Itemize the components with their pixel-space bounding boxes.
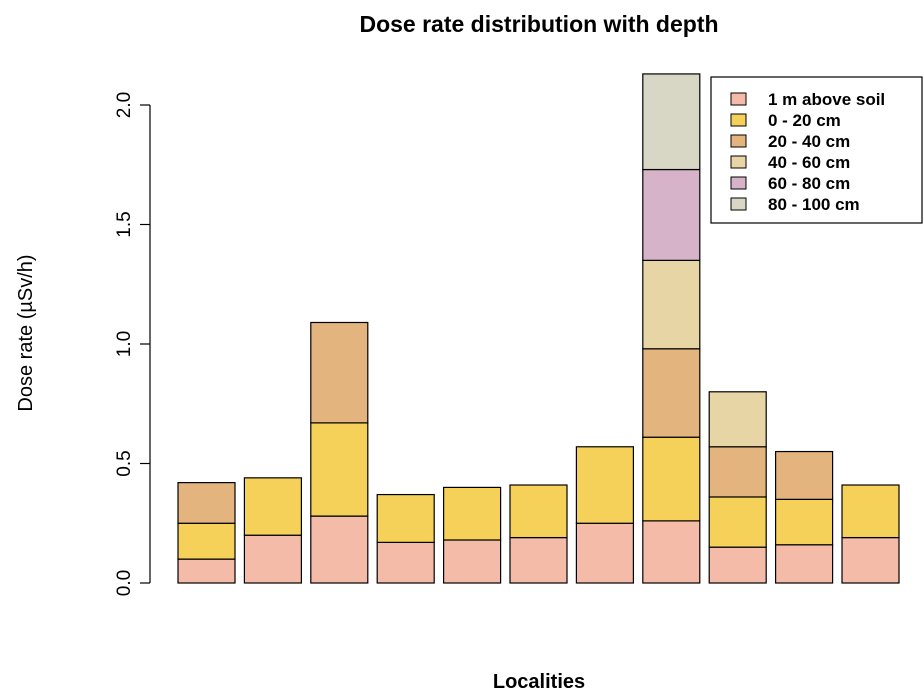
bar-segment bbox=[642, 73, 701, 171]
bar-segment bbox=[177, 522, 236, 560]
bar-segment bbox=[376, 541, 435, 584]
bar-segment bbox=[642, 520, 701, 584]
bar-segment bbox=[708, 546, 767, 584]
y-axis-label: Dose rate (µSv/h) bbox=[15, 254, 37, 411]
legend-label: 0 - 20 cm bbox=[768, 111, 841, 130]
y-tick-label: 1.0 bbox=[114, 331, 135, 357]
bar-segment bbox=[243, 477, 302, 536]
legend-swatch bbox=[730, 92, 747, 106]
legend-swatch bbox=[730, 134, 747, 148]
legend-label: 20 - 40 cm bbox=[768, 132, 850, 151]
legend-label: 40 - 60 cm bbox=[768, 153, 850, 172]
legend-swatch bbox=[730, 155, 747, 169]
bar-segment bbox=[841, 484, 900, 539]
legend-swatch bbox=[730, 197, 747, 211]
x-axis-label: Localities bbox=[493, 671, 585, 690]
bar-segment bbox=[774, 450, 834, 500]
y-tick-label: 0.0 bbox=[114, 570, 135, 596]
bar-segment bbox=[243, 534, 302, 584]
y-tick-label: 1.5 bbox=[114, 211, 135, 237]
y-tick-label: 2.0 bbox=[114, 92, 135, 118]
legend-swatch bbox=[730, 176, 747, 190]
bar-segment bbox=[774, 498, 834, 546]
legend-swatch bbox=[730, 113, 747, 127]
legend-label: 60 - 80 cm bbox=[768, 174, 850, 193]
bar-segment bbox=[642, 348, 701, 438]
bar-segment bbox=[509, 536, 568, 584]
legend-label: 1 m above soil bbox=[768, 90, 885, 109]
y-tick-label: 0.5 bbox=[114, 450, 135, 476]
bar-stack-group bbox=[177, 73, 900, 584]
bar-segment bbox=[841, 536, 900, 584]
bar-segment bbox=[575, 446, 635, 524]
bar-segment bbox=[376, 493, 435, 543]
bar-segment bbox=[509, 484, 568, 539]
legend-label: 80 - 100 cm bbox=[768, 195, 860, 214]
bar-segment bbox=[774, 544, 834, 584]
bar-segment bbox=[642, 259, 701, 350]
bar-segment bbox=[177, 558, 236, 584]
bar-segment bbox=[642, 436, 701, 522]
bar-segment bbox=[310, 321, 369, 424]
bar-segment bbox=[310, 422, 369, 517]
bar-segment bbox=[708, 496, 767, 548]
bar-segment bbox=[443, 539, 502, 584]
bar-segment bbox=[708, 391, 767, 448]
bar-segment bbox=[642, 168, 701, 261]
bar-segment bbox=[575, 522, 635, 584]
chart-title: Dose rate distribution with depth bbox=[359, 11, 718, 37]
bar-segment bbox=[708, 446, 767, 498]
bar-segment bbox=[443, 486, 502, 541]
bar-segment bbox=[310, 515, 369, 584]
legend: 1 m above soil 0 - 20 cm 20 - 40 cm 40 - 60… bbox=[710, 76, 923, 224]
y-axis: 0.0 0.5 1.0 1.5 2.0 bbox=[114, 92, 151, 596]
bar-segment bbox=[177, 482, 236, 524]
